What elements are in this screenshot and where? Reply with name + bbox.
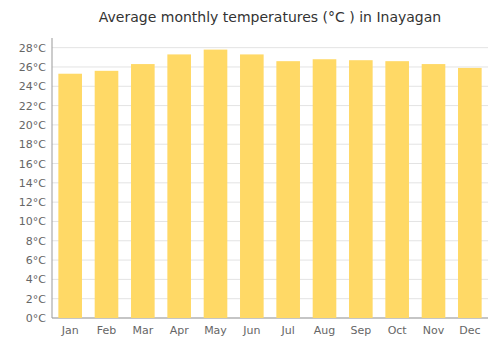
chart: Average monthly temperatures (°C ) in In… — [0, 0, 500, 350]
y-tick-label: 18°C — [19, 138, 46, 151]
grid-line — [52, 47, 488, 48]
bar — [131, 64, 155, 318]
y-tick-label: 16°C — [19, 158, 46, 171]
bar — [240, 54, 264, 318]
y-tick-label: 12°C — [19, 196, 46, 209]
y-tick-label: 26°C — [19, 61, 46, 74]
y-tick-label: 24°C — [19, 80, 46, 93]
grid — [52, 48, 488, 318]
bar — [422, 64, 446, 318]
x-tick-label: Aug — [314, 324, 335, 337]
y-tick-label: 8°C — [26, 235, 46, 248]
bar — [204, 50, 228, 318]
x-tick-label: Nov — [423, 324, 445, 337]
y-tick-labels: 0°C 2°C 4°C 6°C 8°C 10°C 12°C 14°C 16°C 18°C 20°C 2… — [19, 42, 46, 325]
bar — [167, 54, 191, 318]
x-tick-labels: Jan Feb Mar Apr May Jun Jul Aug Sep Oct Nov Dec — [61, 324, 481, 337]
x-tick-label: Feb — [97, 324, 116, 337]
y-tick-label: 0°C — [26, 312, 46, 325]
x-tick-label: Mar — [132, 324, 153, 337]
x-tick-label: Jan — [61, 324, 79, 337]
y-axis-line — [52, 38, 53, 318]
x-tick-label: May — [204, 324, 227, 337]
y-tick-label: 6°C — [26, 254, 46, 267]
x-tick-label: Oct — [388, 324, 408, 337]
y-tick-label: 20°C — [19, 119, 46, 132]
y-tick-label: 22°C — [19, 100, 46, 113]
bar — [385, 61, 409, 318]
bars — [58, 50, 481, 318]
y-tick-label: 14°C — [19, 177, 46, 190]
y-tick-label: 2°C — [26, 293, 46, 306]
bar — [276, 61, 300, 318]
bar — [349, 60, 373, 318]
bar — [95, 71, 119, 318]
y-tick-label: 4°C — [26, 273, 46, 286]
x-tick-label: Jul — [281, 324, 295, 337]
bar — [458, 68, 482, 318]
x-tick-label: Apr — [170, 324, 190, 337]
x-tick-label: Jun — [242, 324, 260, 337]
y-tick-label: 10°C — [19, 215, 46, 228]
y-tick-label: 28°C — [19, 42, 46, 55]
bar — [58, 74, 82, 318]
title: Average monthly temperatures (°C ) in In… — [99, 9, 441, 25]
bar — [313, 59, 337, 318]
x-tick-label: Dec — [459, 324, 480, 337]
x-tick-label: Sep — [350, 324, 371, 337]
